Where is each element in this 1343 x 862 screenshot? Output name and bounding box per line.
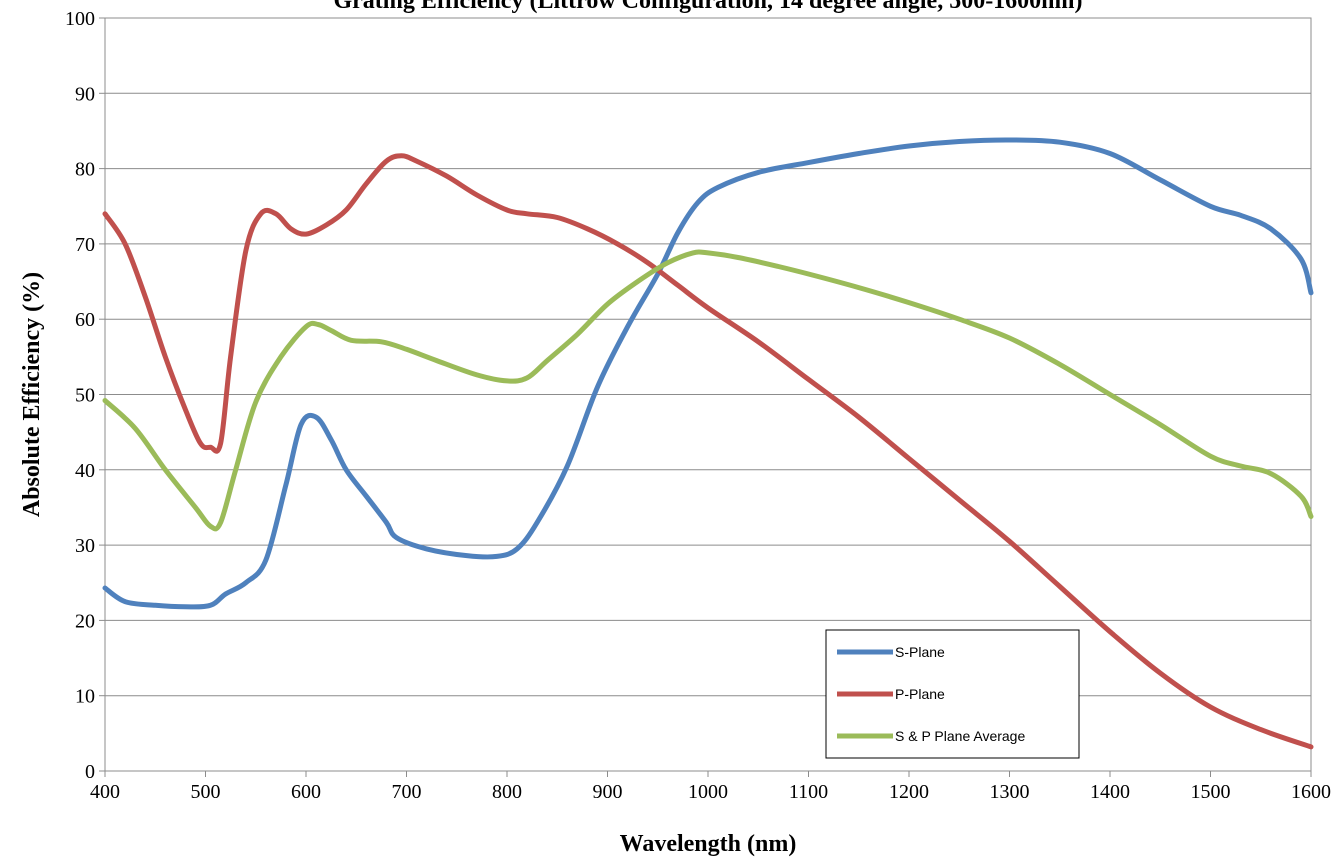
chart-title: Grating Efficiency (Littrow Configuratio…: [333, 0, 1082, 14]
y-tick-label: 70: [75, 234, 95, 256]
legend-label-s-p-plane-average: S & P Plane Average: [895, 728, 1025, 744]
x-tick-label: 1600: [1291, 781, 1331, 803]
x-tick-label: 500: [191, 781, 221, 803]
x-tick-label: 1400: [1090, 781, 1130, 803]
x-tick-label: 800: [492, 781, 522, 803]
x-tick-label: 1000: [688, 781, 728, 803]
y-tick-label: 60: [75, 309, 95, 331]
legend-label-p-plane: P-Plane: [895, 686, 945, 702]
legend-label-s-plane: S-Plane: [895, 644, 945, 660]
x-tick-label: 1100: [789, 781, 828, 803]
y-tick-label: 20: [75, 610, 95, 632]
y-axis-ticks: 0 10 20 30 40 50 60 70 80 90 100: [65, 8, 105, 783]
series-lines: [102, 137, 1314, 750]
y-tick-label: 90: [75, 83, 95, 105]
x-axis-title: Wavelength (nm): [620, 831, 797, 857]
y-tick-label: 100: [65, 8, 95, 30]
x-tick-label: 900: [593, 781, 623, 803]
legend: S-Plane P-Plane S & P Plane Average: [825, 629, 1080, 759]
y-tick-label: 0: [85, 761, 95, 783]
y-tick-label: 40: [75, 460, 95, 482]
y-tick-label: 80: [75, 159, 95, 181]
y-tick-label: 30: [75, 535, 95, 557]
x-tick-label: 1500: [1191, 781, 1231, 803]
series-line-p-plane: [102, 153, 1314, 750]
y-tick-label: 50: [75, 385, 95, 407]
y-axis-title: Absolute Efficiency (%): [19, 272, 45, 517]
x-tick-label: 400: [90, 781, 120, 803]
x-tick-label: 1200: [889, 781, 929, 803]
y-tick-label: 10: [75, 686, 95, 708]
series-line-s-p-plane-average: [102, 249, 1314, 532]
x-tick-label: 700: [392, 781, 422, 803]
series-line-s-plane: [102, 137, 1314, 610]
x-axis-ticks: 400 500 600 700 800 900 1000 1100 1200 1300 1400 15…: [90, 771, 1331, 803]
x-tick-label: 600: [291, 781, 321, 803]
gridlines: [105, 17, 1311, 772]
x-tick-label: 1300: [990, 781, 1030, 803]
